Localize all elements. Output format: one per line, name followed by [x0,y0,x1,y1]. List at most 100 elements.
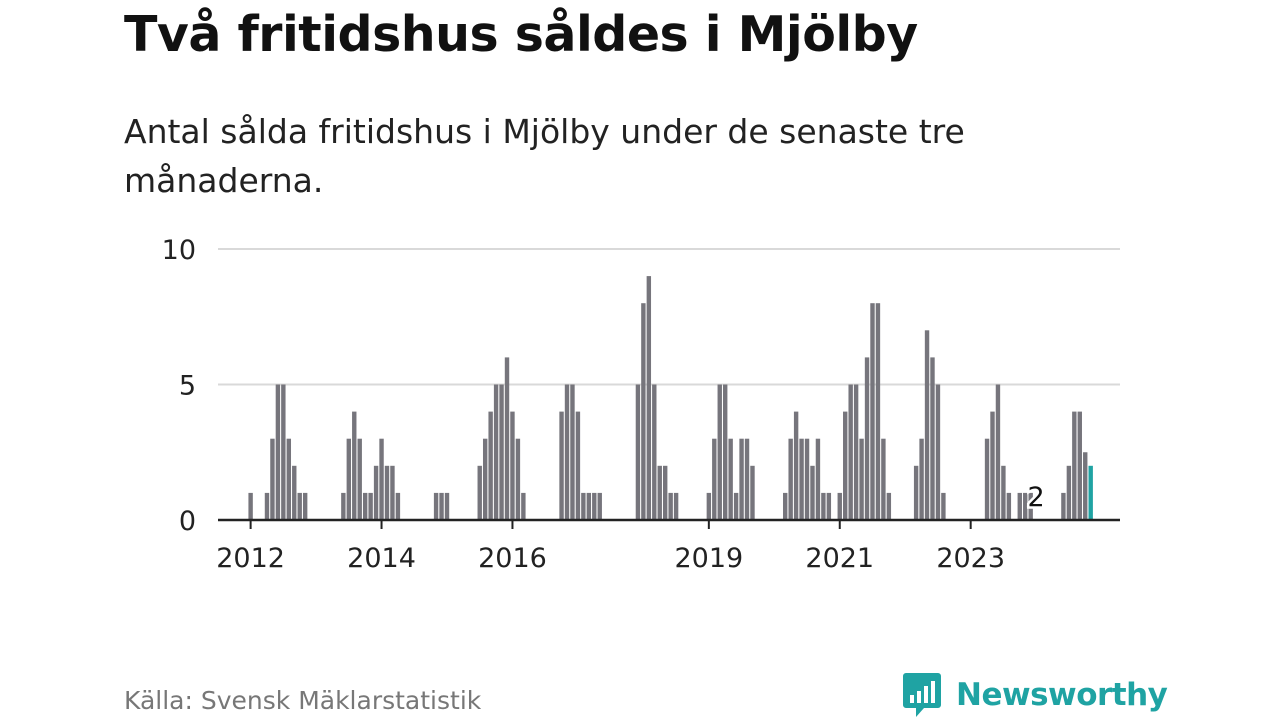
x-tick-label: 2023 [936,543,1005,574]
x-tick-label: 2012 [216,543,285,574]
bar [341,492,346,520]
bar [493,384,499,520]
bar [739,438,744,520]
bar [515,438,521,520]
bar [750,465,755,520]
bar [297,492,302,520]
bar [504,357,510,520]
bar [510,411,515,520]
x-tick-label: 2019 [674,543,743,574]
bar [570,384,575,520]
bar [586,492,592,520]
bar [652,384,657,520]
bar [984,438,990,520]
bar [1028,492,1033,520]
bar [859,438,864,520]
bar [444,492,450,520]
bar-chart: 0 5 10 2012 2014 2016 2019 2021 2023 2 [162,235,1120,574]
bar [373,465,379,520]
chart-title: Två fritidshus såldes i Mjölby [124,6,918,63]
bar [379,438,384,520]
bar [564,384,570,520]
bar [744,438,750,520]
bar [592,492,597,520]
brand: Newsworthy [902,671,1168,719]
bar [706,492,712,520]
x-tick-label: 2014 [347,543,416,574]
bar [870,303,875,520]
bar [248,492,253,520]
bar [673,492,679,520]
bar-highlight [1088,465,1093,520]
bar [641,303,646,520]
bar [281,384,286,520]
bar [439,492,444,520]
brand-name: Newsworthy [956,677,1168,713]
bar [433,492,439,520]
chart-subtitle: Antal sålda fritidshus i Mjölby under de… [124,112,965,200]
bar [728,438,733,520]
bar [357,438,362,520]
bar [270,438,275,520]
bar [352,411,357,520]
bar [875,303,881,520]
bar [837,492,842,520]
bar [663,465,668,520]
bar [646,276,652,520]
y-tick-label: 10 [162,235,196,266]
bar [935,384,941,520]
bar [1061,492,1066,520]
bar [848,384,853,520]
bar [1083,452,1088,520]
bar [521,492,526,520]
bar [821,492,826,520]
bar [384,465,390,520]
bar [804,438,810,520]
newsworthy-logo-icon [903,673,941,717]
bar [941,492,946,520]
bar [1006,492,1012,520]
bar [930,357,935,520]
bar [286,438,292,520]
bar [1001,465,1006,520]
bar [793,411,799,520]
bar [488,411,493,520]
bar [886,492,892,520]
bar [712,438,717,520]
bar [1023,492,1028,520]
bar [275,384,281,520]
bar [581,492,586,520]
bar [826,492,832,520]
bar [1017,492,1022,520]
bar [499,384,504,520]
bar [657,465,662,520]
bar [799,438,804,520]
bar [362,492,368,520]
bar [733,492,739,520]
bar [864,357,870,520]
bar [924,330,930,520]
bar [810,465,815,520]
bar [919,438,924,520]
y-tick-label: 5 [179,371,196,402]
bar [559,411,564,520]
bar [723,384,728,520]
bar [990,411,995,520]
bar [482,438,488,520]
bar [302,492,308,520]
bar [843,411,848,520]
bar [881,438,886,520]
bar [1077,411,1082,520]
bar [395,492,401,520]
bar [853,384,859,520]
data-label: 2 [1028,482,1045,513]
bar [346,438,352,520]
bar [783,492,788,520]
bar [717,384,722,520]
bar [264,492,270,520]
bar [788,438,793,520]
bar [368,492,373,520]
bar [668,492,673,520]
bar [913,465,919,520]
bar [995,384,1001,520]
